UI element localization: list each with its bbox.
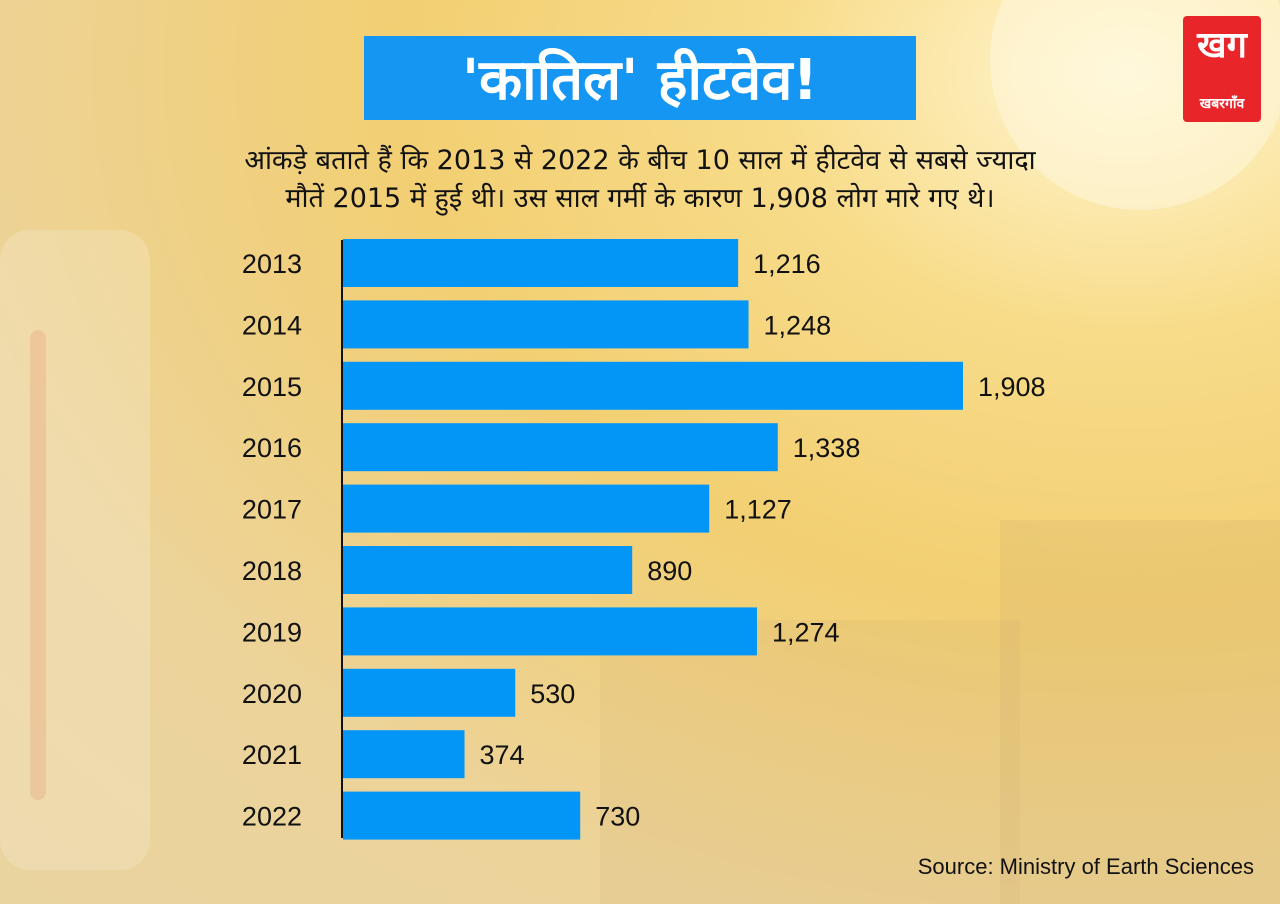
- bar-2019: [343, 607, 757, 656]
- category-label-2013: 2013: [242, 249, 302, 279]
- value-label-2016: 1,338: [793, 433, 861, 463]
- logo-text: खबरगाँव: [1199, 96, 1245, 112]
- bar-2017: [343, 484, 710, 533]
- category-label-2019: 2019: [242, 617, 302, 647]
- bar-2020: [343, 668, 516, 717]
- logo-mark: खग: [1197, 25, 1247, 66]
- bar-2021: [343, 730, 465, 779]
- category-label-2020: 2020: [242, 679, 302, 709]
- value-label-2013: 1,216: [753, 249, 821, 279]
- subtitle: आंकड़े बताते हैं कि 2013 से 2022 के बीच …: [120, 142, 1160, 218]
- page-title: 'कातिल' हीटवेव!: [462, 48, 818, 113]
- bar-2016: [343, 423, 778, 472]
- title-banner: 'कातिल' हीटवेव!: [364, 36, 916, 120]
- value-label-2020: 530: [530, 679, 575, 709]
- source-note: Source: Ministry of Earth Sciences: [917, 854, 1254, 879]
- category-label-2015: 2015: [242, 372, 302, 402]
- value-label-2019: 1,274: [772, 617, 840, 647]
- subtitle-line-2: मौतें 2015 में हुई थी। उस साल गर्मी के क…: [285, 183, 995, 214]
- brand-logo: खग खबरगाँव: [1183, 16, 1261, 122]
- bar-2014: [343, 300, 749, 349]
- category-label-2016: 2016: [242, 433, 302, 463]
- category-label-2017: 2017: [242, 495, 302, 525]
- category-label-2021: 2021: [242, 740, 302, 770]
- value-label-2018: 890: [647, 556, 692, 586]
- bar-2022: [343, 791, 581, 840]
- category-label-2014: 2014: [242, 310, 302, 340]
- bar-2013: [343, 239, 739, 287]
- value-label-2014: 1,248: [764, 310, 832, 340]
- value-label-2022: 730: [595, 802, 640, 832]
- category-label-2022: 2022: [242, 802, 302, 832]
- bar-2015: [343, 361, 963, 410]
- value-label-2021: 374: [480, 740, 525, 770]
- subtitle-line-1: आंकड़े बताते हैं कि 2013 से 2022 के बीच …: [244, 145, 1036, 176]
- bar-2018: [343, 546, 633, 594]
- value-label-2015: 1,908: [978, 372, 1046, 402]
- value-label-2017: 1,127: [724, 495, 792, 525]
- category-label-2018: 2018: [242, 556, 302, 586]
